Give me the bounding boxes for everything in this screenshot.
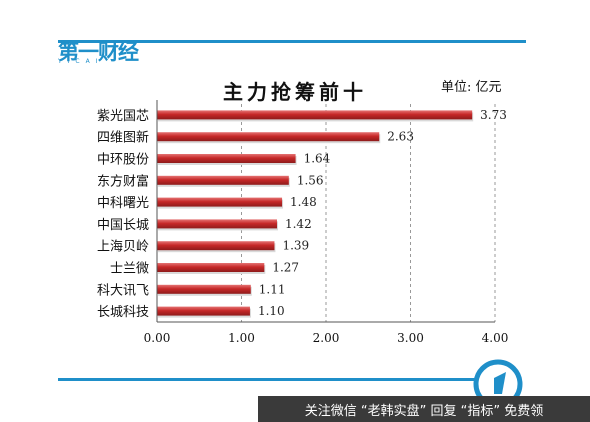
bar xyxy=(157,197,283,207)
category-label: 东方财富 xyxy=(97,173,149,189)
bars xyxy=(157,110,474,318)
footer-bar: 关注微信 “老韩实盘” 回复 “指标” 免费领 xyxy=(258,396,590,422)
bar-value-label: 2.63 xyxy=(387,130,414,144)
top-rule xyxy=(58,40,526,43)
category-label: 中国长城 xyxy=(97,218,149,233)
category-label: 中环股份 xyxy=(97,153,149,168)
footer-text: 关注微信 “老韩实盘” 回复 “指标” 免费领 xyxy=(304,404,544,419)
x-tick-label: 2.00 xyxy=(313,331,340,345)
category-label: 长城科技 xyxy=(97,305,149,320)
bottom-rule xyxy=(58,378,478,381)
bar-value-label: 1.48 xyxy=(290,195,317,209)
bar xyxy=(157,306,250,316)
bar xyxy=(157,175,289,185)
bar xyxy=(157,284,251,294)
category-label: 科大讯飞 xyxy=(97,283,149,298)
bar xyxy=(157,132,380,142)
x-tick-label: 4.00 xyxy=(482,331,509,345)
x-tick-label: 3.00 xyxy=(397,331,424,345)
brand-logo: 第一财经 xyxy=(58,40,139,64)
chart-title: 主力抢筹前十 xyxy=(223,80,367,104)
bar xyxy=(157,154,296,163)
axes: 0.00 1.00 2.00 3.00 4.00 3.73 紫光国芯 2.63 四维图新 1.64… xyxy=(97,100,508,345)
bar-value-label: 3.73 xyxy=(480,108,507,122)
bar-value-label: 1.64 xyxy=(304,152,331,166)
category-label: 紫光国芯 xyxy=(97,109,149,124)
bar-value-label: 1.10 xyxy=(258,304,285,318)
bar xyxy=(157,219,277,229)
bar-value-label: 1.42 xyxy=(285,217,312,231)
unit-label: 单位: 亿元 xyxy=(441,80,502,95)
category-label: 上海贝岭 xyxy=(97,240,149,255)
brand-sub-logo: YICAI xyxy=(58,58,104,65)
category-label: 中科曙光 xyxy=(97,196,149,211)
x-tick-label: 0.00 xyxy=(144,331,171,345)
bar xyxy=(157,110,473,120)
bar-value-label: 1.27 xyxy=(272,261,299,275)
category-label: 士兰微 xyxy=(110,262,149,277)
bar-value-label: 1.11 xyxy=(259,282,286,296)
bar-value-label: 1.56 xyxy=(297,173,324,187)
x-tick-label: 1.00 xyxy=(228,331,255,345)
category-label: 四维图新 xyxy=(97,130,149,146)
bar xyxy=(157,241,275,251)
bar-value-label: 1.39 xyxy=(282,239,309,253)
bar xyxy=(157,263,265,272)
